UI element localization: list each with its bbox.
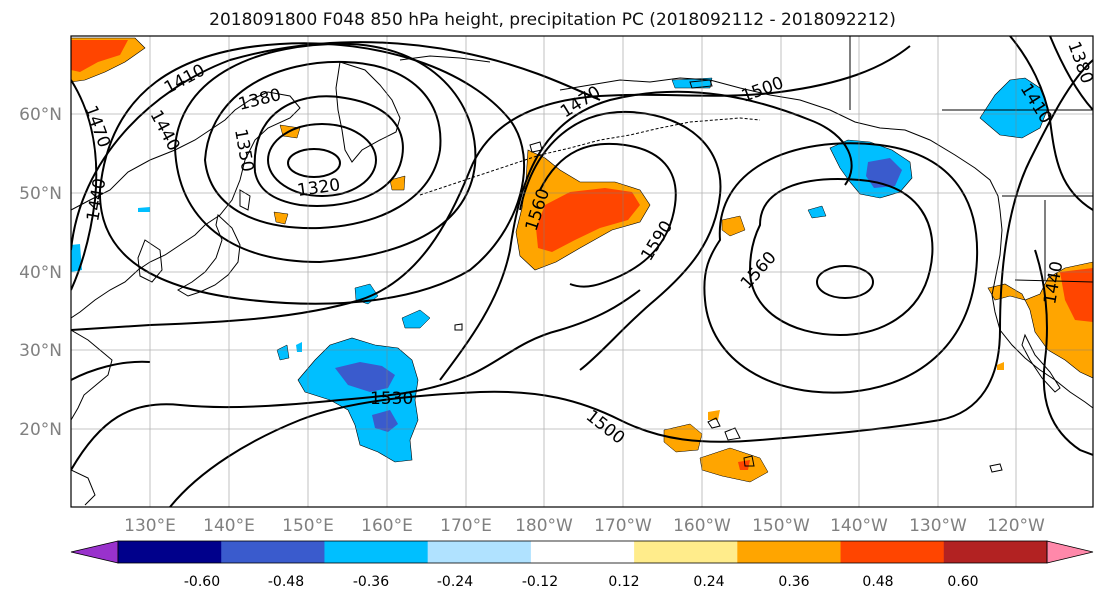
lon-label: 170°E [440, 516, 492, 536]
colorbar-tick-label: 0.24 [693, 574, 724, 590]
lon-label: 170°W [594, 516, 652, 536]
lat-label: 30°N [19, 341, 62, 361]
colorbar-tick-label: 0.12 [608, 574, 639, 590]
colorbar-extension-low [70, 540, 119, 564]
colorbar: -0.60 -0.48 -0.36 -0.24 -0.12 0.12 0.24 … [70, 540, 1094, 590]
colorbar-tick-label: 0.60 [947, 574, 978, 590]
lon-label: 180°W [515, 516, 573, 536]
lat-label: 50°N [19, 184, 62, 204]
lon-label: 120°W [987, 516, 1045, 536]
precipitation-shading [71, 37, 1093, 483]
lat-label: 40°N [19, 263, 62, 283]
colorbar-tick-label: -0.60 [184, 574, 220, 590]
colorbar-swatch [943, 541, 1048, 563]
colorbar-tick-label: -0.36 [353, 574, 389, 590]
colorbar-swatch [634, 541, 738, 563]
colorbar-swatch [221, 541, 325, 563]
colorbar-tick-label: -0.12 [522, 574, 558, 590]
lat-label: 20°N [19, 420, 62, 440]
colorbar-tick-label: 0.48 [862, 574, 893, 590]
colorbar-swatch [118, 541, 222, 563]
lon-label: 140°E [203, 516, 255, 536]
colorbar-swatch [737, 541, 842, 563]
colorbar-tick-label: -0.48 [268, 574, 304, 590]
lon-label: 130°W [909, 516, 967, 536]
lon-label: 130°E [124, 516, 176, 536]
map-gridlines [71, 36, 1093, 507]
map-title: 2018091800 F048 850 hPa height, precipit… [209, 10, 896, 30]
colorbar-outline [117, 540, 1048, 564]
colorbar-tick-label: -0.24 [437, 574, 473, 590]
map-frame [70, 35, 1094, 508]
colorbar-swatch [840, 541, 945, 563]
lon-label: 160°W [673, 516, 731, 536]
latitude-labels: 60°N 50°N 40°N 30°N 20°N [19, 105, 62, 440]
lon-label: 140°W [830, 516, 888, 536]
colorbar-swatch [427, 541, 532, 563]
lon-label: 150°E [282, 516, 334, 536]
lon-label: 150°W [752, 516, 810, 536]
colorbar-swatch [530, 541, 635, 563]
contour-label: 1530 [370, 389, 413, 409]
lon-label: 160°E [361, 516, 413, 536]
colorbar-swatch [324, 541, 429, 563]
lat-label: 60°N [19, 105, 62, 125]
colorbar-tick-label: 0.36 [778, 574, 809, 590]
longitude-labels: 130°E 140°E 150°E 160°E 170°E 180°W 170°… [124, 516, 1045, 536]
map-area [71, 36, 1093, 507]
colorbar-extension-high [1046, 540, 1094, 564]
